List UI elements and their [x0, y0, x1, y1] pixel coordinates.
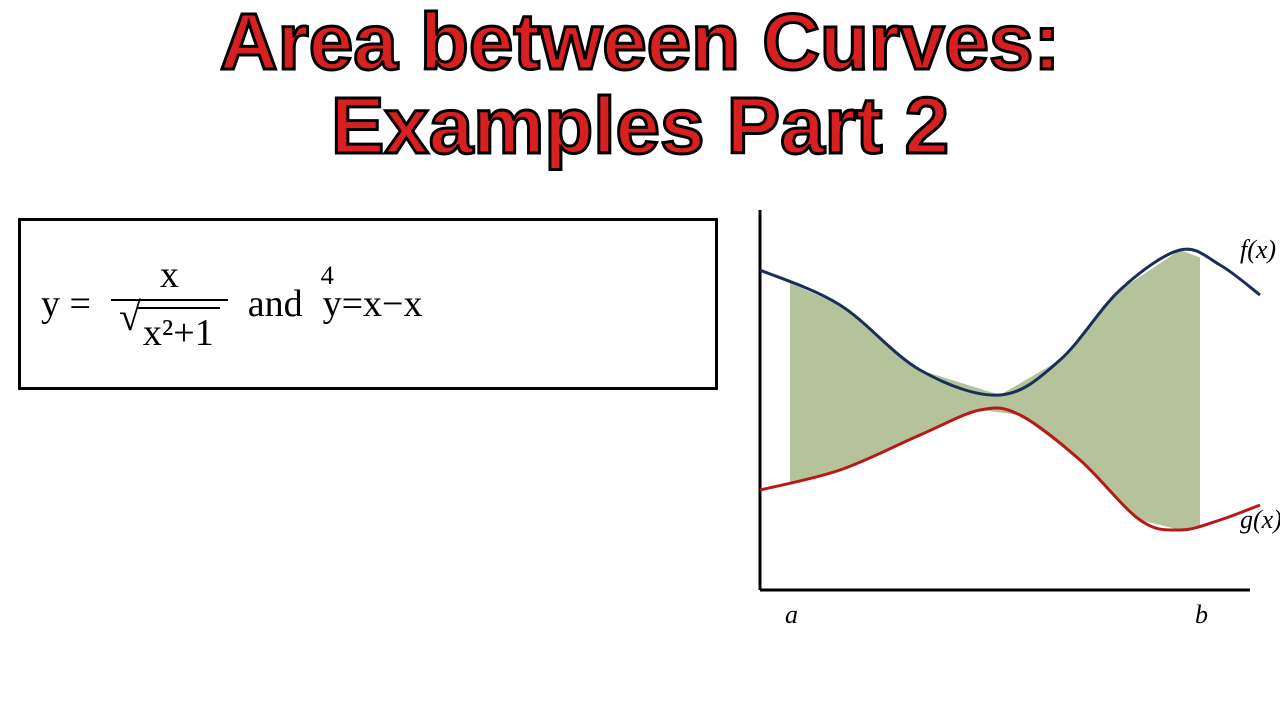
graph-svg [730, 210, 1270, 660]
label-f-of-x: f(x) [1240, 235, 1276, 265]
page-title: Area between Curves: Examples Part 2 [0, 0, 1280, 168]
title-line-2: Examples Part 2 [0, 84, 1280, 168]
connector-and: and [248, 282, 303, 326]
formula-box: y = x √ x²+1 and y=x4−x [18, 218, 718, 390]
eq1-fraction: x √ x²+1 [111, 253, 228, 355]
shaded-area [790, 250, 1200, 530]
eq1-numerator: x [152, 253, 187, 297]
graph-area-between-curves: f(x) g(x) a b [730, 210, 1270, 660]
formula-content: y = x √ x²+1 and y=x4−x [21, 221, 715, 387]
eq2-exponent: 4 [321, 260, 334, 291]
label-a: a [785, 600, 798, 630]
eq1-lhs: y = [41, 282, 91, 326]
eq2-rhs: −x [382, 283, 422, 325]
eq2: y=x4−x [323, 282, 423, 326]
eq1-denominator: √ x²+1 [111, 303, 228, 355]
label-g-of-x: g(x) [1240, 505, 1280, 535]
title-line-1: Area between Curves: [0, 0, 1280, 84]
sqrt-radicand: x²+1 [137, 307, 220, 355]
label-b: b [1195, 600, 1208, 630]
